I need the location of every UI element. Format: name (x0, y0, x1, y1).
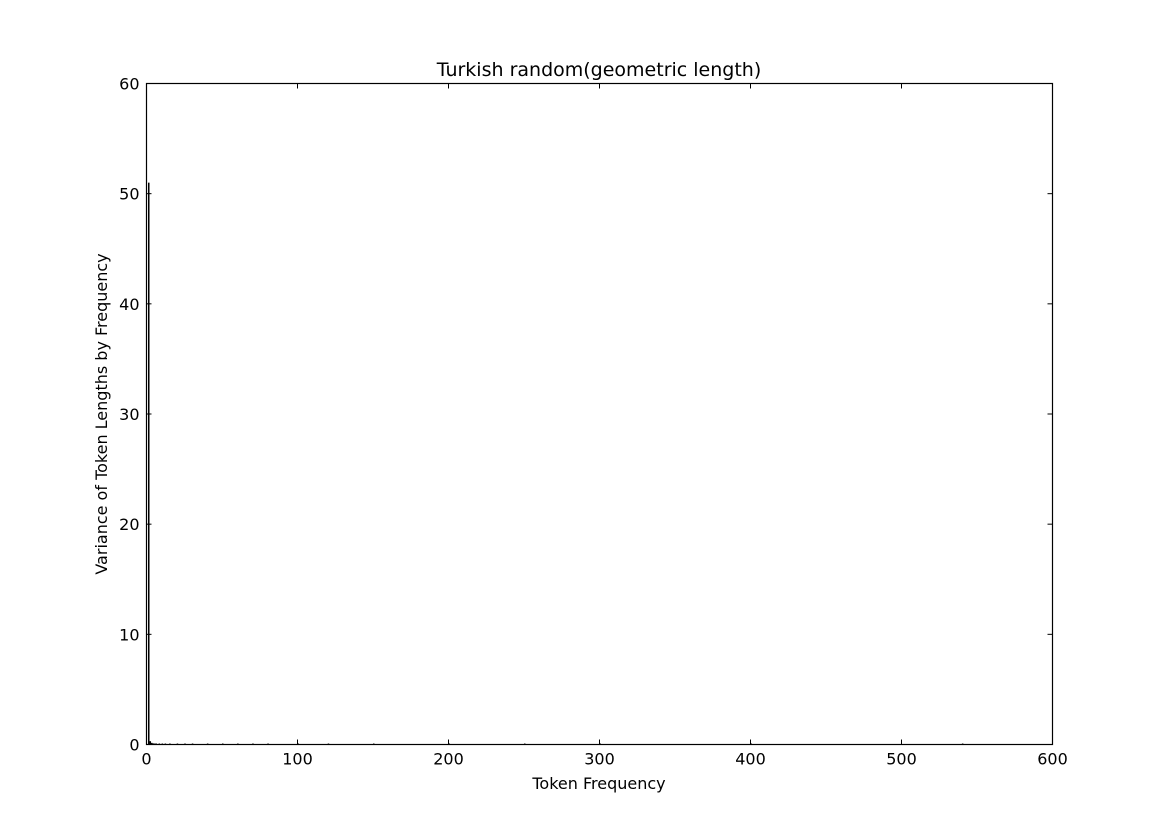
y-tick-label: 0 (129, 736, 139, 755)
y-tick-label: 10 (119, 625, 139, 644)
y-axis-label: Variance of Token Lengths by Frequency (92, 253, 111, 574)
y-tick-label: 60 (119, 75, 139, 94)
x-tick-label: 200 (433, 750, 464, 769)
bar (148, 182, 150, 745)
y-axis-ticks: 0 10 20 30 40 50 60 (119, 75, 1053, 755)
x-tick-label: 400 (735, 750, 766, 769)
x-tick-label: 500 (886, 750, 917, 769)
y-tick-label: 40 (119, 295, 139, 314)
y-tick-label: 50 (119, 185, 139, 204)
x-axis-ticks: 0 100 200 300 400 500 600 (141, 83, 1068, 769)
bar (151, 742, 153, 745)
y-tick-label: 20 (119, 515, 139, 534)
bar (149, 741, 152, 745)
x-tick-label: 100 (282, 750, 313, 769)
x-axis-label: Token Frequency (531, 774, 665, 793)
x-tick-label: 300 (584, 750, 615, 769)
y-tick-label: 30 (119, 405, 139, 424)
chart-title: Turkish random(geometric length) (436, 59, 762, 81)
x-tick-label: 600 (1037, 750, 1068, 769)
x-tick-label: 0 (141, 750, 151, 769)
